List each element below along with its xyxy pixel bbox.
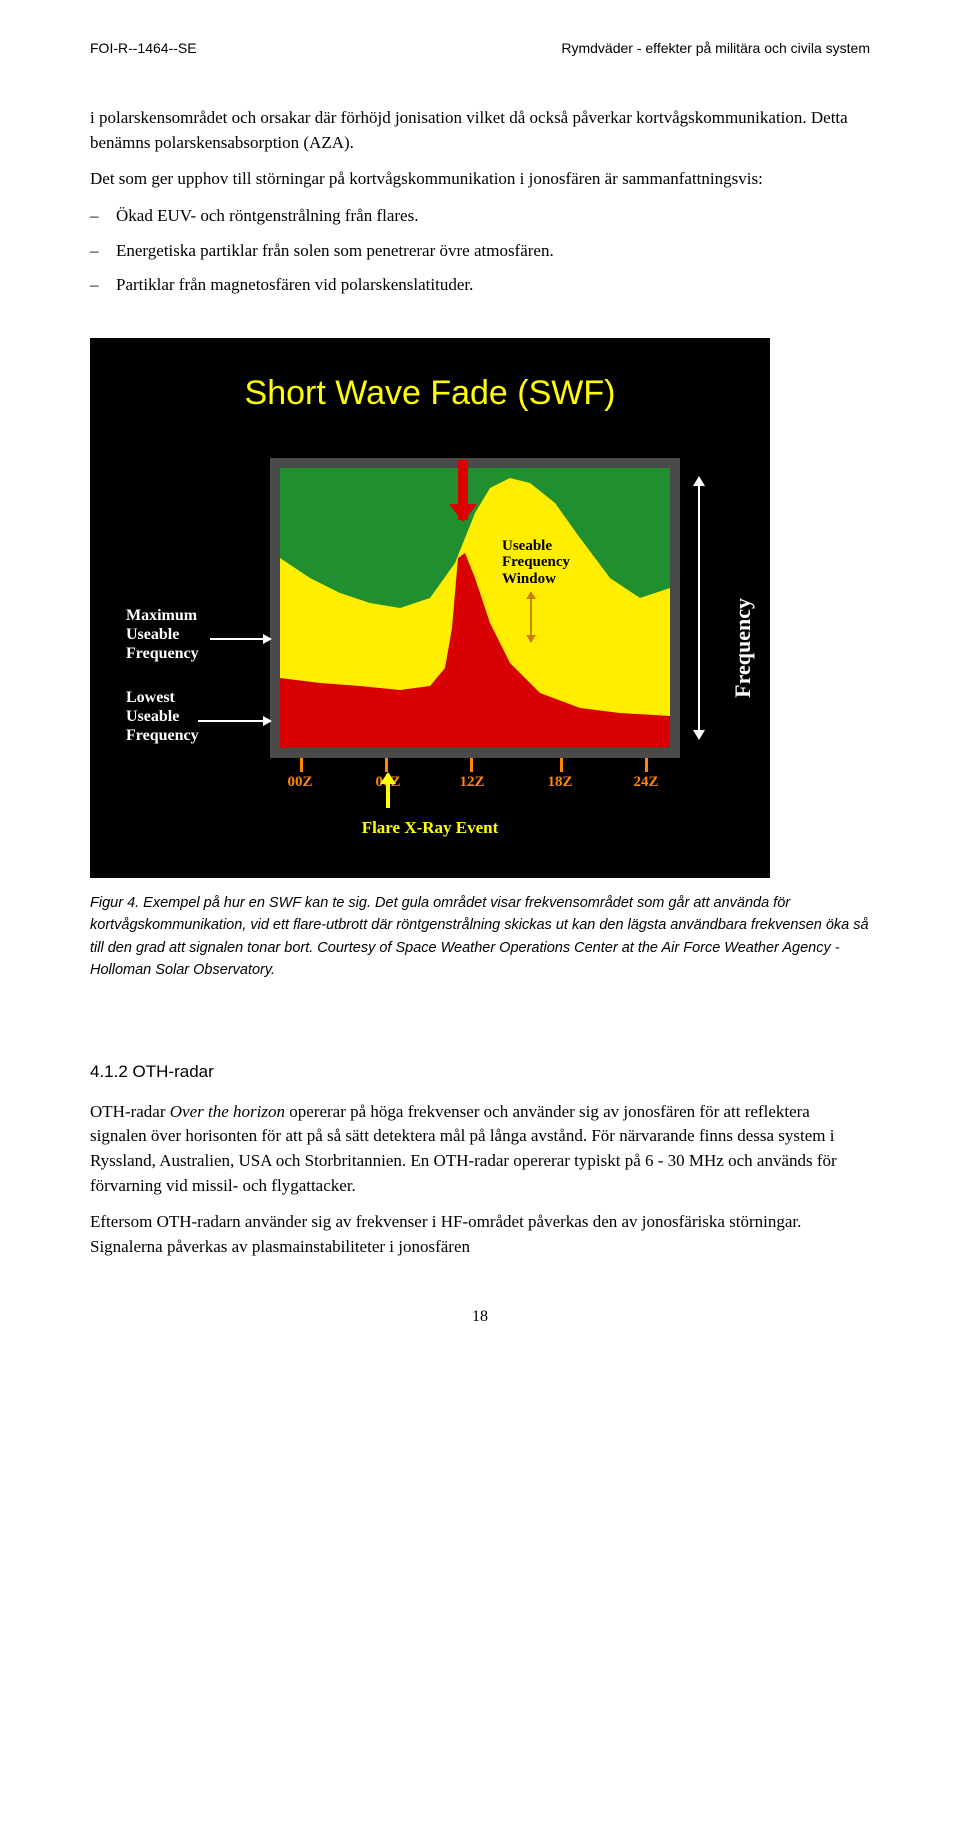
- tick-06z: [385, 758, 388, 772]
- page-header: FOI-R--1464--SE Rymdväder - effekter på …: [90, 40, 870, 56]
- luf-arrow-icon: [198, 720, 270, 722]
- header-right: Rymdväder - effekter på militära och civ…: [561, 40, 870, 56]
- chart-frame: [270, 458, 680, 758]
- figure-4: Short Wave Fade (SWF) Useable Fr: [90, 338, 870, 982]
- luf-label: Lowest Useable Frequency: [126, 688, 199, 746]
- flare-arrow-icon: [386, 774, 390, 808]
- tick-12z: [470, 758, 473, 772]
- bullet-3-text: Partiklar från magnetosfären vid polarsk…: [116, 273, 473, 298]
- bullet-2-text: Energetiska partiklar från solen som pen…: [116, 239, 554, 264]
- tick-24z: [645, 758, 648, 772]
- section-heading-4-1-2: 4.1.2 OTH-radar: [90, 1062, 870, 1082]
- frequency-axis-label: Frequency: [730, 598, 756, 698]
- page-number: 18: [90, 1308, 870, 1326]
- swf-figure: Short Wave Fade (SWF) Useable Fr: [90, 338, 770, 878]
- window-label: Useable Frequency Window: [502, 538, 570, 588]
- window-arrow-icon: [530, 592, 532, 642]
- dash-icon: –: [90, 204, 116, 229]
- oth-paragraph-1: OTH-radar Over the horizon opererar på h…: [90, 1100, 870, 1199]
- muf-label: Maximum Useable Frequency: [126, 606, 199, 664]
- muf-arrow-icon: [210, 638, 270, 640]
- tick-label-12z: 12Z: [459, 774, 484, 791]
- oth-paragraph-2: Eftersom OTH-radarn använder sig av frek…: [90, 1210, 870, 1259]
- bullet-2: – Energetiska partiklar från solen som p…: [90, 239, 870, 264]
- oth-p1-italic: Over the horizon: [170, 1102, 285, 1121]
- bullet-1-text: Ökad EUV- och röntgenstrålning från flar…: [116, 204, 418, 229]
- tick-18z: [560, 758, 563, 772]
- tick-00z: [300, 758, 303, 772]
- bullet-3: – Partiklar från magnetosfären vid polar…: [90, 273, 870, 298]
- tick-label-00z: 00Z: [287, 774, 312, 791]
- paragraph-2: Det som ger upphov till störningar på ko…: [90, 167, 870, 192]
- bullet-1: – Ökad EUV- och röntgenstrålning från fl…: [90, 204, 870, 229]
- paragraph-1: i polarskensområdet och orsakar där förh…: [90, 106, 870, 155]
- dash-icon: –: [90, 239, 116, 264]
- tick-label-18z: 18Z: [547, 774, 572, 791]
- flare-event-label: Flare X-Ray Event: [90, 818, 770, 838]
- dash-icon: –: [90, 273, 116, 298]
- figure-title: Short Wave Fade (SWF): [90, 374, 770, 413]
- frequency-axis-arrow-icon: [698, 478, 700, 738]
- red-down-arrow-icon: [458, 460, 468, 520]
- figure-caption: Figur 4. Exempel på hur en SWF kan te si…: [90, 892, 870, 982]
- tick-label-24z: 24Z: [633, 774, 658, 791]
- oth-p1-a: OTH-radar: [90, 1102, 170, 1121]
- header-left: FOI-R--1464--SE: [90, 40, 197, 56]
